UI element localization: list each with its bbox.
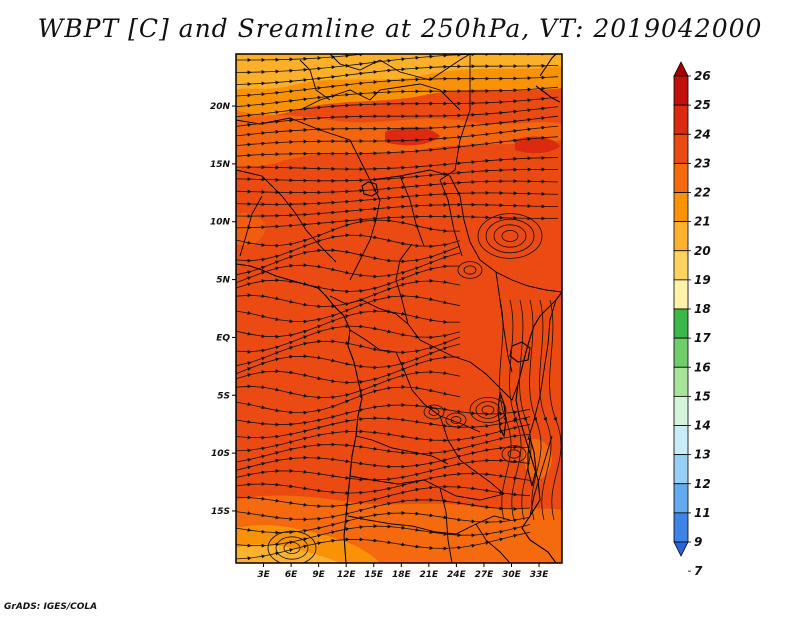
lon-tick-label: 18E: [392, 570, 412, 580]
colorbar-label: 21: [694, 215, 711, 229]
east-africa-coastline: [515, 291, 562, 563]
red-sea-coast: [539, 54, 557, 77]
colorbar-label: 17: [694, 331, 711, 345]
colorbar-swatch: [673, 308, 689, 339]
streamlines: [236, 54, 562, 563]
latitude-axis: 20N 15N 10N 5N EQ 5S 10S 15S: [210, 102, 236, 517]
gulf-of-aden-coast: [535, 85, 561, 103]
colorbar-swatch: [673, 221, 689, 252]
streamline-eddy: [457, 261, 483, 279]
colorbar-label: 13: [694, 448, 711, 462]
colorbar-swatch: [673, 104, 689, 135]
lake-tanganyika: [497, 391, 507, 438]
lon-tick-label: 15E: [364, 570, 384, 580]
streamline-eddy: [481, 405, 495, 415]
lon-tick-label: 27E: [475, 570, 495, 580]
grads-credit: GrADS: IGES/COLA: [4, 602, 98, 612]
plot-title: WBPT [C] and Sreamline at 250hPa, VT: 20…: [37, 14, 763, 43]
colorbar-label: 22: [694, 186, 711, 200]
lat-tick-label: 5N: [216, 276, 230, 286]
lake-malawi: [527, 437, 537, 487]
lon-tick-label: 24E: [447, 570, 467, 580]
lon-tick-label: 12E: [337, 570, 357, 580]
lat-tick-label: 10N: [210, 218, 231, 228]
lat-tick-label: 10S: [211, 449, 230, 459]
colorbar-label: 9: [694, 535, 702, 549]
colorbar-label: 11: [694, 506, 711, 520]
colorbar-label: 15: [694, 389, 711, 403]
lon-tick-label: 9E: [312, 570, 325, 580]
colorbar-top-arrow: [673, 61, 689, 77]
map-frame: [235, 53, 563, 564]
streamline: [509, 299, 522, 521]
colorbar-swatch: [673, 395, 689, 426]
lon-tick-label: 6E: [285, 570, 298, 580]
colorbar-swatch: [673, 483, 689, 514]
colorbar-label: 12: [694, 477, 711, 491]
streamline: [519, 299, 532, 521]
colorbar-label: 16: [694, 360, 711, 374]
colorbar-swatch: [673, 162, 689, 193]
colorbar: 26 25 24 23 22 21 20 19 18 17 16 15 14 13 12 11 9 7: [673, 61, 711, 578]
streamline-eddy: [423, 404, 445, 420]
streamline-eddy: [450, 416, 462, 424]
streamline-eddy: [267, 530, 317, 563]
streamline-eddy: [275, 536, 309, 560]
lat-tick-label: 5S: [217, 391, 230, 401]
lake-victoria: [509, 341, 531, 363]
lat-tick-label: 15N: [210, 160, 231, 170]
colorbar-label: 14: [694, 419, 711, 433]
streamline-eddy: [445, 412, 467, 428]
streamline-eddy: [501, 445, 527, 463]
colorbar-swatch: [673, 192, 689, 223]
colorbar-bottom-arrow: [673, 541, 689, 557]
lon-tick-label: 3E: [257, 570, 270, 580]
lat-tick-label: 20N: [210, 102, 231, 112]
colorbar-label: 19: [694, 273, 711, 287]
colorbar-label: 24: [694, 127, 711, 141]
colorbar-swatch: [673, 512, 689, 543]
streamline-eddy: [283, 542, 301, 554]
colorbar-swatch: [673, 366, 689, 397]
streamline: [236, 135, 559, 158]
streamline: [529, 299, 542, 521]
streamline-eddy: [475, 401, 501, 419]
streamline: [539, 299, 552, 521]
colorbar-label: 26: [694, 69, 711, 83]
colorbar-swatch: [673, 425, 689, 456]
streamline-eddy: [501, 230, 519, 242]
lon-tick-label: 30E: [502, 570, 522, 580]
colorbar-swatch: [673, 75, 689, 106]
lat-tick-label: EQ: [216, 333, 230, 343]
colorbar-swatch: [673, 454, 689, 485]
lat-tick-label: 15S: [211, 507, 230, 517]
streamline-eddy: [463, 265, 477, 275]
lake-chad: [361, 181, 379, 197]
colorbar-label: 25: [694, 98, 711, 112]
coastlines-and-borders: [236, 54, 562, 563]
colorbar-swatch: [673, 337, 689, 368]
colorbar-label: 20: [694, 244, 711, 258]
streamline: [549, 299, 562, 521]
colorbar-swatch: [673, 279, 689, 310]
lon-tick-label: 33E: [530, 570, 550, 580]
streamline-eddy: [477, 213, 543, 259]
longitude-axis: 3E 6E 9E 12E 15E 18E 21E 24E 27E 30E 33E: [257, 563, 549, 580]
lon-tick-label: 21E: [420, 570, 440, 580]
west-africa-coastline: [236, 263, 363, 563]
border-lines: [236, 54, 562, 563]
streamline-eddy: [493, 224, 527, 248]
colorbar-label: 23: [694, 156, 711, 170]
colorbar-swatch: [673, 250, 689, 281]
colorbar-label: 7: [694, 564, 703, 578]
colorbar-swatch: [673, 133, 689, 164]
streamline-eddy: [469, 397, 507, 423]
streamline-eddy: [485, 218, 535, 254]
colorbar-label: 18: [694, 302, 711, 316]
